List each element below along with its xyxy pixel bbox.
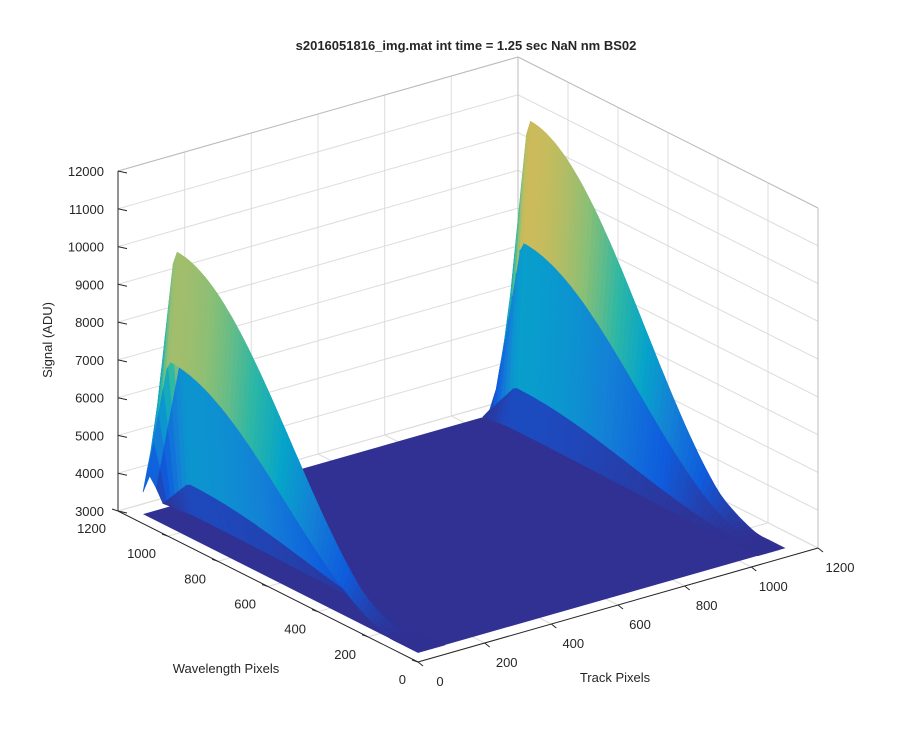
grid-line-z-back [117, 132, 519, 248]
x-tick-mark [550, 623, 557, 629]
wall-edge [117, 56, 519, 172]
z-tick-label: 5000 [75, 428, 104, 443]
x-tick-mark [817, 547, 824, 553]
surface [142, 120, 786, 653]
z-tick-mark [117, 283, 128, 287]
z-tick-label: 10000 [68, 240, 104, 255]
x-tick-mark [484, 642, 491, 648]
z-tick-mark [117, 434, 128, 438]
x-tick-mark [750, 566, 757, 572]
z-tick-label: 12000 [68, 164, 104, 179]
z-axis-label: Signal (ADU) [40, 302, 55, 378]
x-tick-label: 1000 [759, 579, 788, 594]
z-tick-label: 6000 [75, 391, 104, 406]
y-tick-label: 800 [184, 571, 206, 586]
z-tick-mark [117, 208, 128, 212]
x-tick-label: 800 [696, 598, 718, 613]
y-tick-mark [211, 558, 219, 562]
x-tick-label: 0 [436, 674, 443, 689]
z-tick-label: 7000 [75, 353, 104, 368]
y-tick-mark [311, 609, 319, 613]
z-tick-mark [117, 359, 128, 363]
y-axis-label: Wavelength Pixels [173, 661, 280, 676]
surface-patch-right-band [773, 545, 786, 551]
z-tick-mark [117, 397, 128, 401]
wall-edge [517, 56, 819, 209]
y-tick-mark [411, 659, 419, 663]
grid-line-z-side [517, 94, 819, 247]
axes: 0200400600800100012000200400600800100012… [68, 164, 855, 689]
x-tick-label: 600 [629, 617, 651, 632]
z-tick-mark [117, 510, 128, 514]
y-tick-label: 600 [234, 597, 256, 612]
z-tick-mark [117, 472, 128, 476]
chart-title: s2016051816_img.mat int time = 1.25 sec … [296, 38, 637, 53]
x-tick-label: 400 [562, 636, 584, 651]
z-tick-mark [117, 246, 128, 250]
x-tick-label: 1200 [826, 560, 855, 575]
x-tick-mark [684, 585, 691, 591]
grid-line-z-side [517, 132, 819, 285]
y-tick-mark [111, 508, 119, 512]
grid-line-z-back [117, 94, 519, 210]
x-axis-label: Track Pixels [580, 670, 651, 685]
y-tick-label: 1000 [127, 546, 156, 561]
y-tick-label: 400 [284, 622, 306, 637]
z-tick-label: 3000 [75, 504, 104, 519]
y-tick-mark [361, 634, 369, 638]
z-tick-label: 8000 [75, 315, 104, 330]
y-tick-label: 1200 [77, 521, 106, 536]
z-tick-mark [117, 170, 128, 174]
y-tick-label: 200 [334, 647, 356, 662]
z-tick-label: 9000 [75, 277, 104, 292]
z-tick-label: 11000 [69, 202, 104, 217]
y-tick-mark [161, 533, 169, 537]
x-tick-label: 200 [496, 655, 518, 670]
surface-patch-left-band [433, 642, 446, 648]
y-tick-mark [261, 584, 269, 587]
x-tick-mark [617, 604, 624, 610]
z-tick-mark [117, 321, 128, 325]
y-tick-label: 0 [399, 672, 406, 687]
x-tick-mark [417, 661, 424, 667]
z-tick-label: 4000 [75, 466, 104, 481]
